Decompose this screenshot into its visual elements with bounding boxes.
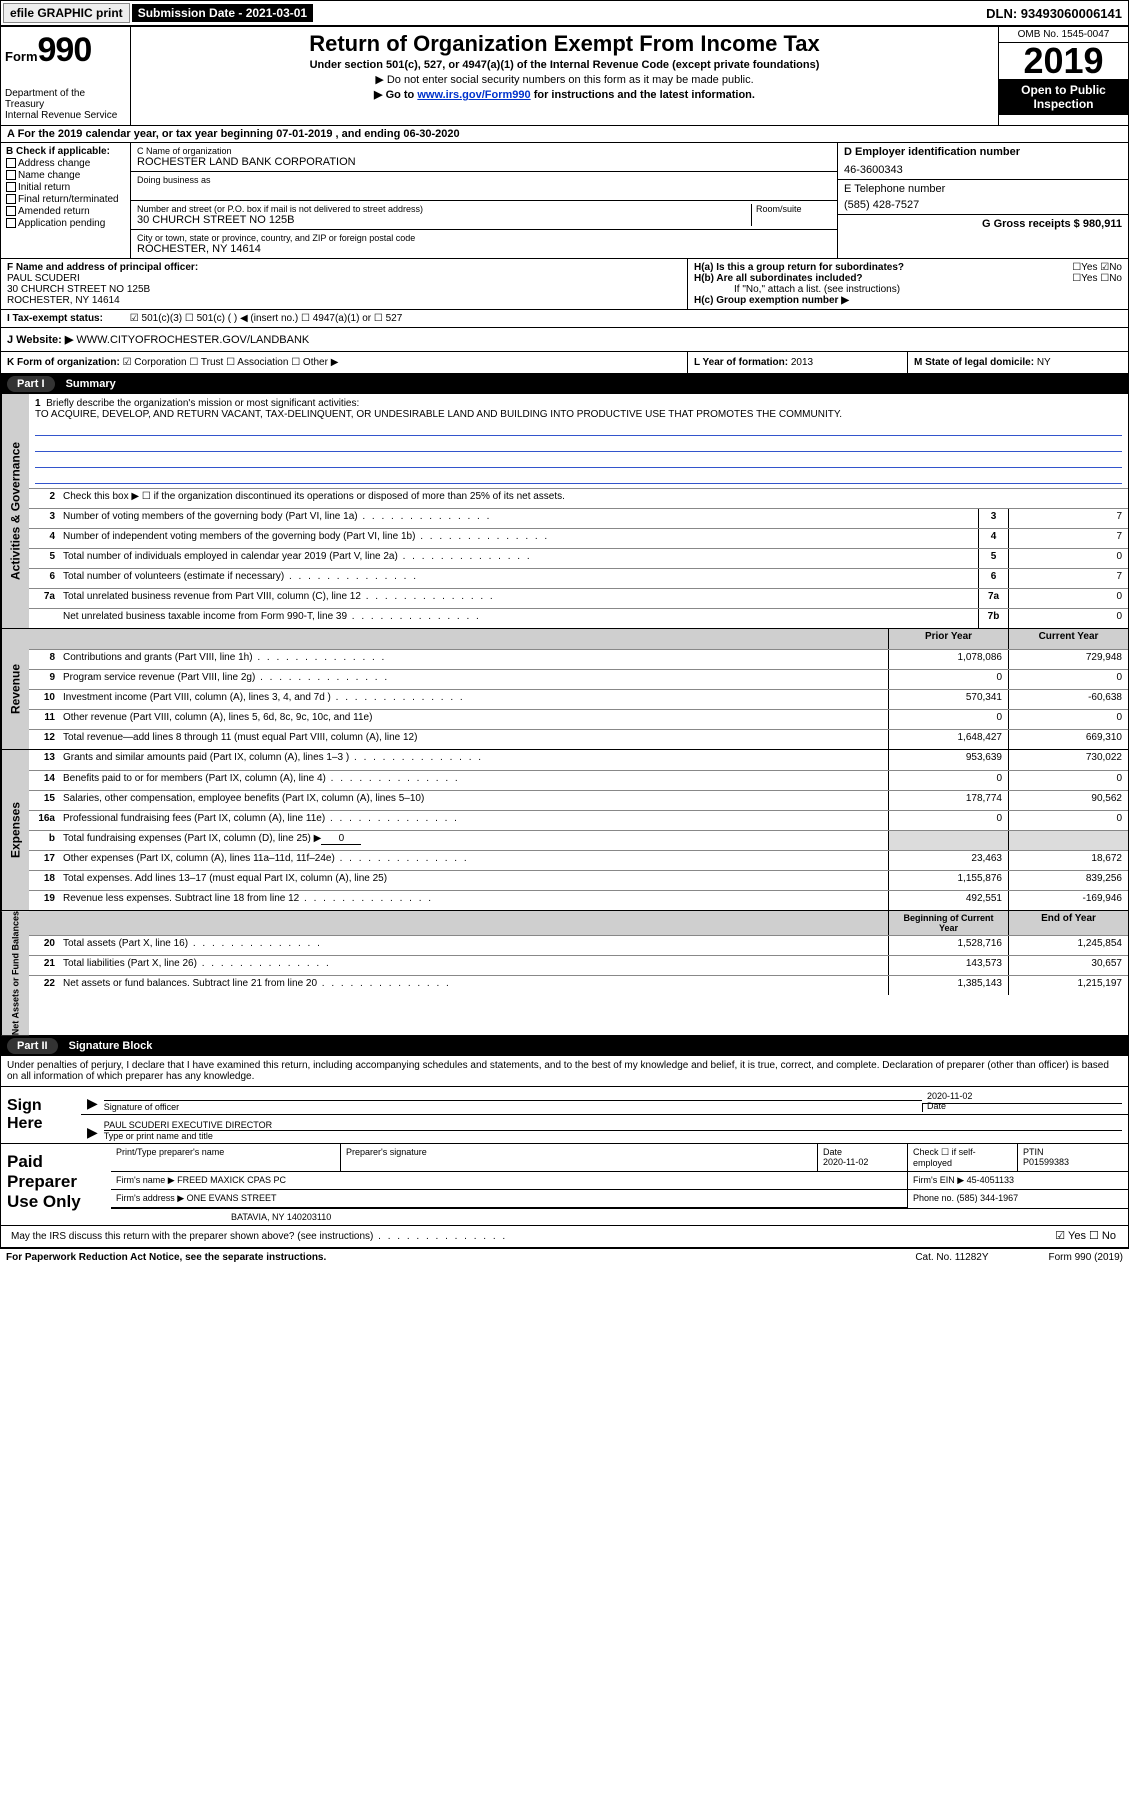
expenses-section: Expenses 13Grants and similar amounts pa… <box>1 750 1128 911</box>
col-b-checkboxes: B Check if applicable: Address change Na… <box>1 143 131 258</box>
form-outer: Form990 Department of the Treasury Inter… <box>0 26 1129 1249</box>
department: Department of the Treasury Internal Reve… <box>5 88 126 121</box>
public-inspection: Open to Public Inspection <box>999 79 1128 115</box>
tax-exempt-status: I Tax-exempt status: ☑ 501(c)(3) ☐ 501(c… <box>1 310 1128 328</box>
page-footer: For Paperwork Reduction Act Notice, see … <box>0 1249 1129 1266</box>
side-label-net-assets: Net Assets or Fund Balances <box>1 911 29 1035</box>
signature-intro: Under penalties of perjury, I declare th… <box>1 1056 1128 1087</box>
chk-final-return[interactable]: Final return/terminated <box>6 194 125 205</box>
col-de: D Employer identification number 46-3600… <box>838 143 1128 258</box>
officer-name: PAUL SCUDERI <box>7 273 80 284</box>
val-3: 7 <box>1008 509 1128 528</box>
sign-here-block: Sign Here ▶ Signature of officer 2020-11… <box>1 1087 1128 1144</box>
arrow-icon: ▶ <box>87 1095 98 1112</box>
website-row: J Website: ▶ WWW.CITYOFROCHESTER.GOV/LAN… <box>1 328 1128 352</box>
chk-application-pending[interactable]: Application pending <box>6 218 125 229</box>
chk-initial-return[interactable]: Initial return <box>6 182 125 193</box>
val-5: 0 <box>1008 549 1128 568</box>
sign-date: 2020-11-02 <box>927 1091 1118 1101</box>
paid-preparer-block: Paid Preparer Use Only Print/Type prepar… <box>1 1144 1128 1226</box>
entity-block: B Check if applicable: Address change Na… <box>1 143 1128 259</box>
form-header: Form990 Department of the Treasury Inter… <box>1 27 1128 126</box>
val-4: 7 <box>1008 529 1128 548</box>
net-assets-section: Net Assets or Fund Balances Beginning of… <box>1 911 1128 1036</box>
val-7b: 0 <box>1008 609 1128 628</box>
discuss-question: May the IRS discuss this return with the… <box>7 1229 982 1244</box>
col-c-name-address: C Name of organization ROCHESTER LAND BA… <box>131 143 838 258</box>
form-number: Form990 <box>5 31 126 70</box>
year-formation: 2013 <box>791 357 813 368</box>
chk-address-change[interactable]: Address change <box>6 158 125 169</box>
val-6: 7 <box>1008 569 1128 588</box>
discuss-answer: ☑ Yes ☐ No <box>982 1229 1122 1244</box>
chk-amended[interactable]: Amended return <box>6 206 125 217</box>
side-label-expenses: Expenses <box>1 750 29 910</box>
rev-8-prior: 1,078,086 <box>888 650 1008 669</box>
firm-ein: 45-4051133 <box>967 1175 1014 1185</box>
submission-date: Submission Date - 2021-03-01 <box>132 4 313 22</box>
part1-header: Part I Summary <box>1 374 1128 394</box>
org-name: ROCHESTER LAND BANK CORPORATION <box>137 156 831 168</box>
instructions-link-line: ▶ Go to www.irs.gov/Form990 for instruct… <box>139 88 990 101</box>
officer-group-block: F Name and address of principal officer:… <box>1 259 1128 310</box>
subordinates-answer: ☐Yes ☐No <box>1072 273 1122 284</box>
val-7a: 0 <box>1008 589 1128 608</box>
part2-header: Part II Signature Block <box>1 1036 1128 1056</box>
preparer-phone: (585) 344-1967 <box>957 1193 1019 1203</box>
activities-governance-section: Activities & Governance 1 Briefly descri… <box>1 394 1128 629</box>
form-subtitle: Under section 501(c), 527, or 4947(a)(1)… <box>139 59 990 71</box>
tax-period: A For the 2019 calendar year, or tax yea… <box>1 126 1128 143</box>
city-state-zip: ROCHESTER, NY 14614 <box>137 243 831 255</box>
instructions-link[interactable]: www.irs.gov/Form990 <box>417 89 530 101</box>
form-of-org-row: K Form of organization: ☑ Corporation ☐ … <box>1 352 1128 374</box>
street-address: 30 CHURCH STREET NO 125B <box>137 214 751 226</box>
group-return-answer: ☐Yes ☑No <box>1072 262 1122 273</box>
officer-print-name: PAUL SCUDERI EXECUTIVE DIRECTOR <box>104 1120 1122 1130</box>
firm-address2: BATAVIA, NY 140203110 <box>111 1209 1128 1225</box>
chk-name-change[interactable]: Name change <box>6 170 125 181</box>
mission-block: 1 Briefly describe the organization's mi… <box>29 394 1128 488</box>
dln: DLN: 93493060006141 <box>980 4 1128 23</box>
phone: (585) 428-7527 <box>844 199 1122 211</box>
top-toolbar: efile GRAPHIC print Submission Date - 20… <box>0 0 1129 26</box>
mission-text: TO ACQUIRE, DEVELOP, AND RETURN VACANT, … <box>35 409 842 420</box>
side-label-revenue: Revenue <box>1 629 29 749</box>
ein: 46-3600343 <box>844 164 1122 176</box>
form-title: Return of Organization Exempt From Incom… <box>139 31 990 57</box>
tax-year: 2019 <box>999 43 1128 79</box>
side-label-governance: Activities & Governance <box>1 394 29 628</box>
rev-8-current: 729,948 <box>1008 650 1128 669</box>
ssn-warning: ▶ Do not enter social security numbers o… <box>139 73 990 86</box>
state-domicile: NY <box>1037 357 1051 368</box>
revenue-section: Revenue Prior YearCurrent Year 8Contribu… <box>1 629 1128 750</box>
website-url: WWW.CITYOFROCHESTER.GOV/LANDBANK <box>76 334 309 346</box>
ptin: P01599383 <box>1023 1157 1069 1167</box>
gross-receipts: G Gross receipts $ 980,911 <box>982 218 1122 230</box>
efile-button[interactable]: efile GRAPHIC print <box>3 3 130 23</box>
preparer-date: 2020-11-02 <box>823 1157 868 1167</box>
firm-name: FREED MAXICK CPAS PC <box>177 1175 286 1185</box>
